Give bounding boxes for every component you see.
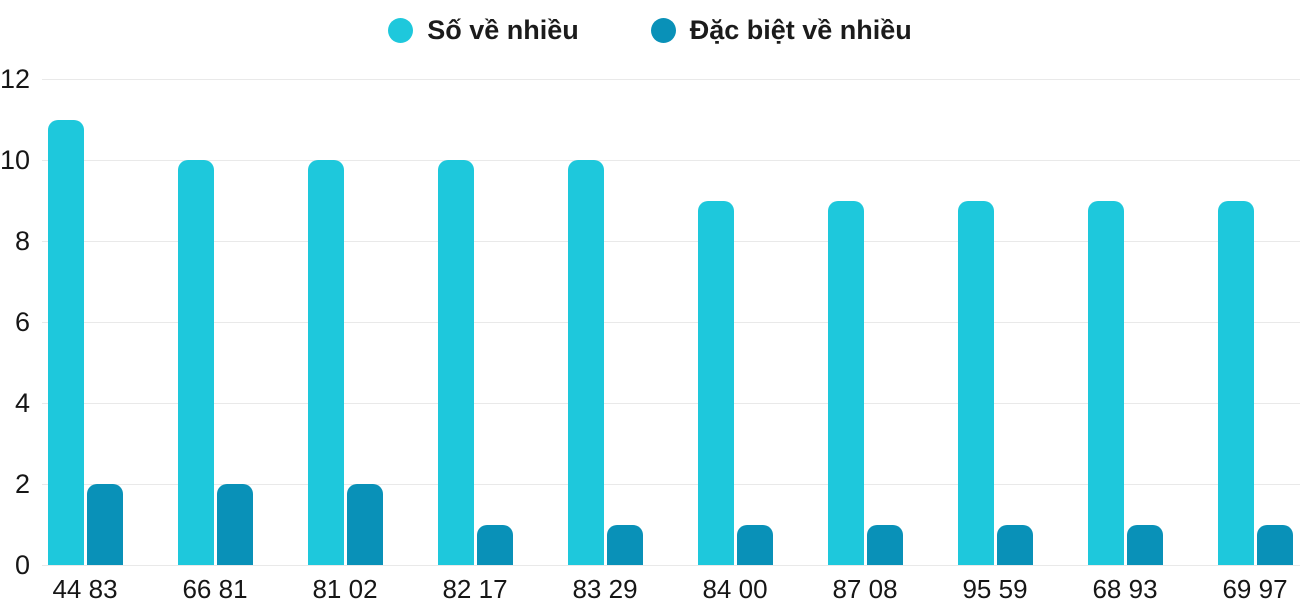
- bar-dac-biet-ve-nhieu: [1126, 524, 1163, 565]
- legend-label: Số về nhiều: [427, 15, 579, 45]
- legend-item[interactable]: Đặc biệt về nhiều: [650, 13, 912, 47]
- y-axis-label: 8: [14, 226, 30, 256]
- gridline: [42, 565, 1300, 566]
- bar-so-ve-nhieu: [1217, 200, 1254, 565]
- bar-dac-biet-ve-nhieu: [866, 524, 903, 565]
- bar-so-ve-nhieu: [567, 160, 604, 565]
- bar-dac-biet-ve-nhieu: [606, 524, 643, 565]
- bar-dac-biet-ve-nhieu: [736, 524, 773, 565]
- x-axis-label: 81 02: [312, 574, 378, 600]
- legend-label: Đặc biệt về nhiều: [689, 15, 912, 45]
- bar-so-ve-nhieu: [437, 160, 474, 565]
- bar-so-ve-nhieu: [697, 200, 734, 565]
- bar-dac-biet-ve-nhieu: [476, 524, 513, 565]
- bar-so-ve-nhieu: [177, 160, 214, 565]
- plot-columns: 44 83 66 81 81 02 82 17 83 29 84 00 87 08 95 59…: [20, 79, 1300, 600]
- y-axis-label: 4: [14, 388, 30, 418]
- category-group: 81 02: [280, 79, 410, 600]
- y-axis-label: 2: [14, 469, 30, 499]
- gridline: [42, 403, 1300, 404]
- y-axis-label: 10: [0, 145, 31, 175]
- x-axis-label: 84 00: [702, 574, 768, 600]
- bar-dac-biet-ve-nhieu: [86, 484, 123, 565]
- bar-so-ve-nhieu: [957, 200, 994, 565]
- bar-dac-biet-ve-nhieu: [996, 524, 1033, 565]
- category-group: 68 93: [1060, 79, 1190, 600]
- category-group: 83 29: [540, 79, 670, 600]
- category-group: 95 59: [930, 79, 1060, 600]
- bar-so-ve-nhieu: [1087, 200, 1124, 565]
- x-axis-label: 87 08: [832, 574, 898, 600]
- gridline: [42, 484, 1300, 485]
- x-axis-label: 82 17: [442, 574, 508, 600]
- category-group: 87 08: [800, 79, 930, 600]
- x-axis-label: 68 93: [1092, 574, 1158, 600]
- y-axis-label: 0: [14, 550, 30, 580]
- legend-dot-icon: [650, 17, 676, 43]
- x-axis-label: 44 83: [52, 574, 118, 600]
- legend-item[interactable]: Số về nhiều: [388, 13, 579, 47]
- category-group: 84 00: [670, 79, 800, 600]
- bar-dac-biet-ve-nhieu: [216, 484, 253, 565]
- y-axis-label: 12: [0, 64, 31, 94]
- chart-legend: Số về nhiều Đặc biệt về nhiều: [0, 11, 1300, 49]
- x-axis-label: 66 81: [182, 574, 248, 600]
- category-group: 44 83: [20, 79, 150, 600]
- bar-dac-biet-ve-nhieu: [1256, 524, 1293, 565]
- gridline: [42, 322, 1300, 323]
- x-axis-label: 83 29: [572, 574, 638, 600]
- bar-dac-biet-ve-nhieu: [346, 484, 383, 565]
- legend-dot-icon: [388, 17, 414, 43]
- x-axis-label: 69 97: [1222, 574, 1288, 600]
- x-axis-label: 95 59: [962, 574, 1028, 600]
- category-group: 69 97: [1190, 79, 1300, 600]
- gridline: [42, 241, 1300, 242]
- y-axis-label: 6: [14, 307, 30, 337]
- category-group: 66 81: [150, 79, 280, 600]
- gridline: [42, 79, 1300, 80]
- bar-so-ve-nhieu: [307, 160, 344, 565]
- bar-so-ve-nhieu: [827, 200, 864, 565]
- category-group: 82 17: [410, 79, 540, 600]
- bar-so-ve-nhieu: [47, 119, 84, 565]
- gridline: [42, 160, 1300, 161]
